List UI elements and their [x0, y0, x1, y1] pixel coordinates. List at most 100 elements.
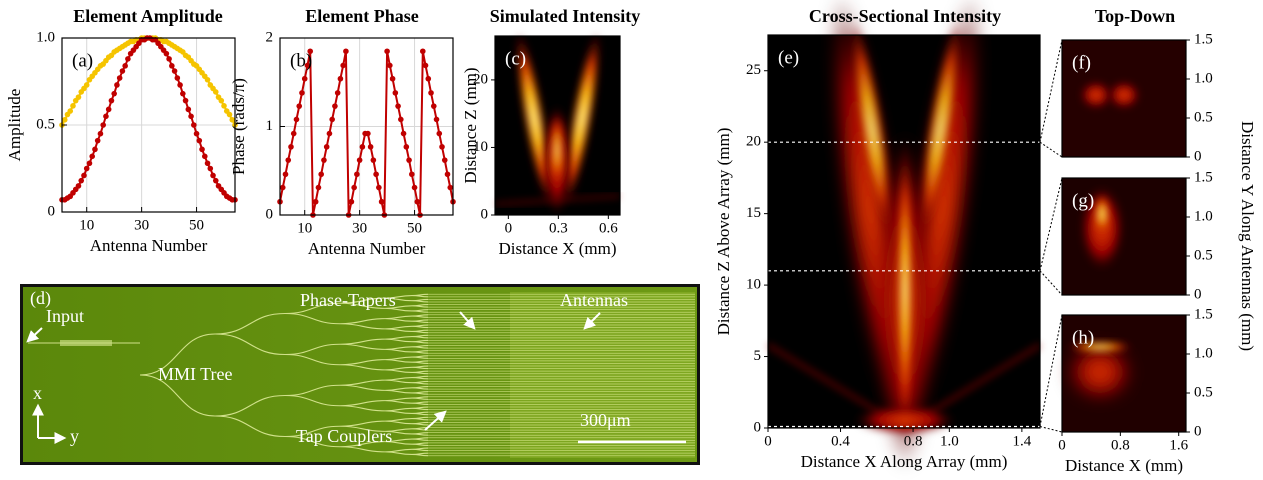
- label-tapers: Phase-Tapers: [300, 290, 396, 310]
- point: [97, 130, 104, 137]
- plot-frame: [1061, 177, 1187, 296]
- point: [348, 198, 355, 205]
- y-tick-label: 0: [1194, 286, 1202, 302]
- point: [414, 198, 421, 205]
- y-tick-label: 1.5: [1194, 169, 1213, 185]
- y-tick-label: 5: [754, 348, 762, 364]
- point: [419, 48, 426, 55]
- x-tick-label: 0.8: [1111, 437, 1130, 453]
- point: [312, 198, 319, 205]
- heat-glow: [1095, 194, 1109, 234]
- x-axis-label: Distance X (mm): [1065, 456, 1183, 475]
- point: [105, 106, 112, 113]
- point: [329, 116, 335, 123]
- label-input: Input: [46, 306, 84, 326]
- point: [67, 108, 74, 114]
- heat-glow: [1080, 81, 1112, 109]
- heat-glow: [898, 140, 912, 440]
- point: [376, 184, 382, 191]
- point: [326, 130, 333, 137]
- y-axis-label: Phase (rads/π): [229, 78, 248, 175]
- point: [403, 144, 410, 150]
- point: [337, 75, 344, 82]
- x-tick-label: 30: [352, 220, 367, 236]
- antenna-region: [510, 292, 695, 458]
- panel-label: (d): [30, 288, 51, 309]
- panel-label: (g): [1072, 190, 1094, 211]
- x-tick-label: 0.3: [549, 220, 568, 236]
- y-axis-label: Distance Z Above Array (mm): [714, 128, 733, 336]
- point: [169, 63, 175, 69]
- y-axis-label: Distance Y Along Antennas (mm): [1238, 121, 1257, 351]
- panel-label: (c): [505, 48, 526, 69]
- point: [171, 68, 178, 74]
- point: [400, 130, 407, 137]
- point: [340, 62, 346, 69]
- point: [406, 157, 412, 163]
- point: [229, 116, 236, 123]
- point: [122, 63, 128, 69]
- point: [441, 157, 448, 163]
- y-tick-label: 20: [746, 134, 761, 150]
- point: [299, 90, 305, 96]
- y-tick-label: 15: [746, 205, 761, 221]
- x-tick-label: 1.4: [1012, 433, 1031, 449]
- point: [166, 56, 172, 62]
- arrow: [583, 312, 601, 330]
- point: [218, 97, 225, 104]
- point: [116, 75, 123, 81]
- heatmap-image: [766, 0, 1042, 470]
- point: [125, 56, 131, 62]
- x-tick-label: 0.6: [599, 220, 618, 236]
- x-tick-label: 50: [407, 220, 422, 236]
- point: [83, 165, 90, 172]
- point: [447, 184, 454, 191]
- point: [370, 157, 377, 163]
- point: [226, 111, 233, 118]
- y-tick-label: 2: [266, 29, 274, 45]
- slice-connector: [1039, 426, 1063, 433]
- x-tick-label: 0: [764, 433, 772, 449]
- point: [293, 116, 300, 123]
- point: [430, 103, 437, 109]
- chart-title: Top-Down: [1095, 6, 1175, 26]
- label-x: x: [33, 383, 42, 403]
- y-tick-label: 25: [746, 62, 761, 78]
- point: [119, 68, 126, 74]
- point: [282, 171, 289, 178]
- point: [86, 160, 93, 167]
- x-tick-label: 10: [297, 220, 312, 236]
- point: [422, 62, 429, 69]
- arrows: [26, 311, 601, 444]
- point: [193, 130, 200, 137]
- heatmap-image: [1062, 315, 1186, 432]
- slice-connector: [1039, 39, 1063, 143]
- point: [428, 90, 434, 96]
- point: [334, 90, 341, 96]
- point: [103, 113, 109, 120]
- point: [210, 172, 216, 179]
- y-axis-label: Amplitude: [5, 89, 24, 162]
- x-tick-label: 0.4: [831, 433, 850, 449]
- y-tick-label: 1.0: [1194, 345, 1213, 361]
- point: [111, 90, 117, 97]
- point: [201, 153, 208, 160]
- arrow: [459, 311, 476, 330]
- x-tick-label: 0: [1058, 437, 1066, 453]
- slice-connector: [1039, 314, 1063, 427]
- point: [199, 146, 205, 153]
- point: [114, 82, 120, 88]
- point: [81, 172, 87, 179]
- x-tick-label: 10: [79, 217, 94, 233]
- y-tick-label: 1.0: [36, 29, 55, 45]
- point: [212, 177, 219, 184]
- point: [367, 144, 374, 150]
- point: [301, 75, 308, 82]
- point: [94, 137, 101, 144]
- point: [389, 75, 396, 82]
- point: [288, 144, 294, 150]
- arrow: [424, 410, 447, 431]
- panel-label: (e): [778, 47, 799, 68]
- point: [83, 82, 90, 88]
- plot-frame: [494, 35, 621, 216]
